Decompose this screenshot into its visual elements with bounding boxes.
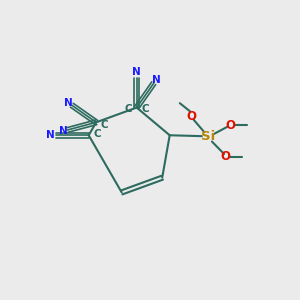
Text: N: N: [64, 98, 73, 108]
Text: C: C: [124, 104, 132, 114]
Text: O: O: [220, 151, 231, 164]
Text: O: O: [226, 119, 236, 132]
Text: N: N: [59, 126, 68, 136]
Text: Si: Si: [201, 130, 215, 143]
Text: N: N: [152, 75, 161, 85]
Text: C: C: [93, 129, 101, 139]
Text: N: N: [46, 130, 55, 140]
Text: O: O: [186, 110, 196, 123]
Text: N: N: [132, 68, 141, 77]
Text: C: C: [101, 120, 108, 130]
Text: C: C: [141, 104, 149, 114]
